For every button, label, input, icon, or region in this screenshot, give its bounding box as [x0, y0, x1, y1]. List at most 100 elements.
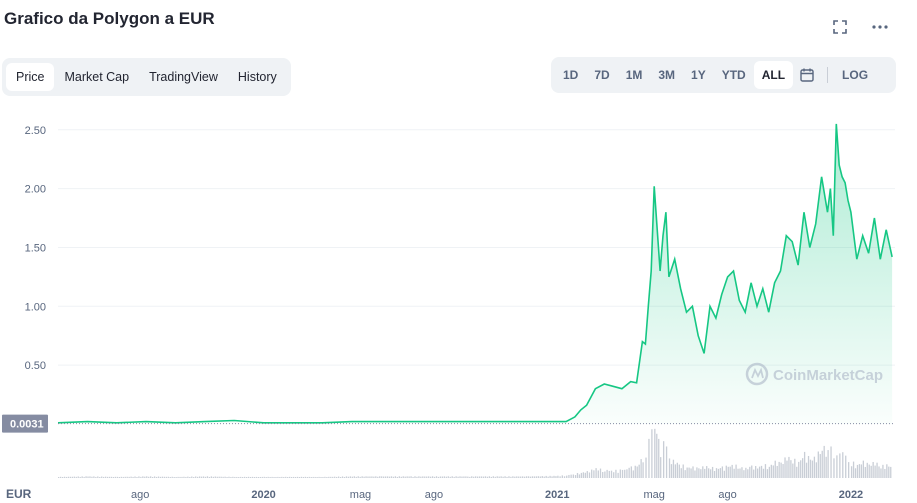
volume-bar [136, 477, 138, 478]
volume-bar [114, 476, 117, 478]
volume-bar [287, 477, 289, 478]
volume-bar [408, 476, 410, 478]
volume-bar [249, 477, 252, 478]
volume-bar [142, 476, 144, 478]
volume-bar [455, 476, 457, 478]
volume-bar [316, 477, 318, 478]
volume-bar [815, 462, 818, 478]
volume-bar [490, 476, 492, 478]
tab-market-cap[interactable]: Market Cap [64, 70, 130, 84]
volume-bar [591, 469, 593, 478]
volume-bar [179, 476, 181, 478]
volume-bar [386, 476, 389, 478]
tab-history[interactable]: History [237, 70, 277, 84]
volume-bar [108, 476, 111, 478]
volume-bar [566, 475, 568, 478]
watermark: CoinMarketCap [745, 362, 883, 386]
volume-bar [782, 464, 784, 478]
volume-bar [222, 476, 224, 478]
x-tick-label: 2021 [545, 489, 569, 501]
tab-price[interactable]: Price [6, 63, 55, 91]
x-tick-label: ago [425, 489, 443, 501]
volume-bar [369, 476, 371, 478]
volume-bar [656, 433, 658, 478]
volume-bar [696, 467, 698, 478]
volume-bar [224, 476, 226, 478]
volume-bar [492, 476, 494, 478]
volume-bar [725, 465, 727, 478]
volume-bar [140, 476, 142, 478]
volume-bar [821, 450, 823, 478]
volume-bar [500, 476, 502, 478]
volume-bar [336, 476, 338, 478]
volume-bar [852, 461, 855, 478]
range-ytd[interactable]: YTD [721, 68, 746, 82]
volume-bar [778, 461, 780, 478]
volume-bar [420, 476, 422, 478]
volume-bar [640, 459, 642, 478]
volume-bar [670, 464, 673, 478]
volume-bar [527, 476, 530, 478]
volume-bar [735, 464, 737, 478]
tab-tradingview[interactable]: TradingView [149, 70, 218, 84]
volume-bar [451, 476, 453, 478]
range-3m[interactable]: 3M [658, 68, 676, 82]
volume-bar [694, 470, 696, 478]
volume-bar [144, 476, 146, 478]
volume-bar [234, 476, 236, 478]
volume-bar [58, 477, 60, 478]
volume-bar [651, 429, 653, 478]
volume-bar [298, 477, 301, 478]
volume-bar [642, 462, 644, 478]
volume-bar [595, 468, 597, 478]
volume-bar [226, 477, 228, 478]
range-1d[interactable]: 1D [563, 68, 579, 82]
volume-bar [473, 476, 475, 478]
log-toggle[interactable]: LOG [842, 68, 869, 82]
volume-bar [426, 476, 428, 478]
volume-bar [353, 476, 355, 478]
volume-bar [551, 476, 553, 478]
volume-bar [836, 455, 838, 478]
volume-bar [559, 476, 561, 478]
volume-bar [124, 476, 126, 478]
volume-bar [684, 470, 686, 478]
volume-bar [768, 466, 771, 478]
volume-bar [367, 476, 369, 478]
volume-bar [261, 476, 263, 478]
volume-bar [850, 466, 853, 478]
calendar-icon[interactable] [799, 67, 815, 83]
range-1y[interactable]: 1Y [691, 68, 706, 82]
volume-bar [830, 446, 832, 478]
range-all[interactable]: ALL [753, 61, 794, 89]
volume-bar [240, 476, 242, 478]
volume-bar [510, 476, 512, 478]
volume-bar [447, 476, 449, 478]
volume-bar [355, 476, 357, 478]
x-tick-label: mag [350, 489, 371, 501]
volume-bar [496, 476, 498, 478]
volume-bar [414, 476, 416, 478]
volume-bar [435, 476, 438, 478]
volume-bar [116, 476, 119, 478]
volume-bar [169, 477, 171, 478]
expand-icon[interactable] [831, 18, 849, 36]
volume-bar [597, 470, 599, 478]
volume-bar [271, 476, 273, 478]
volume-bar [216, 476, 218, 478]
volume-bar [255, 476, 258, 478]
volume-bar [318, 476, 320, 478]
volume-bar [833, 458, 835, 478]
volume-bar [790, 460, 792, 478]
volume-bar [357, 476, 359, 478]
range-7d[interactable]: 7D [594, 68, 610, 82]
range-1m[interactable]: 1M [625, 68, 643, 82]
volume-bar [431, 476, 434, 478]
volume-bar [232, 476, 234, 478]
volume-bar [819, 454, 821, 478]
volume-bar [471, 476, 473, 478]
more-icon[interactable] [871, 18, 889, 36]
page-title: Grafico da Polygon a EUR [4, 9, 215, 28]
volume-bar [588, 472, 591, 478]
volume-bar [177, 476, 179, 478]
